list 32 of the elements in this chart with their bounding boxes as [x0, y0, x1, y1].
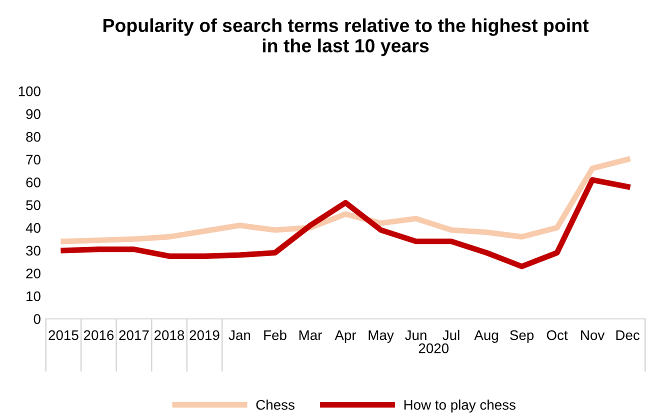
- x-tick-label: Dec: [616, 330, 640, 340]
- x-tick-label: May: [368, 330, 394, 343]
- x-tick-label: Feb: [264, 330, 286, 340]
- x-tick-label: 2019: [190, 330, 220, 340]
- x-tick-label: 2018: [154, 330, 184, 340]
- y-tick-label: 20: [26, 268, 40, 278]
- legend-label: Chess: [256, 400, 294, 410]
- y-tick-label: 50: [26, 200, 40, 210]
- x-tick-label: Apr: [334, 330, 356, 343]
- x-tick-label: 2015: [48, 330, 78, 340]
- chart-title: Popularity of search terms relative to the highest point in the last 10 years: [104, 18, 589, 56]
- x-tick-label: Mar: [299, 330, 322, 340]
- y-tick-label: 60: [26, 177, 40, 188]
- x-tick-label: Aug: [474, 330, 498, 343]
- x-tick-label: Oct: [546, 330, 568, 340]
- y-tick-label: 0: [34, 314, 40, 324]
- x-tick-label: 2017: [119, 330, 149, 340]
- x-tick-label: Jul: [442, 330, 460, 340]
- x-tick-label: Sep: [510, 330, 534, 343]
- y-tick-label: 10: [26, 291, 40, 302]
- y-tick-label: 80: [26, 132, 40, 142]
- y-tick-label: 100: [18, 86, 40, 96]
- text: 2020: [418, 343, 449, 354]
- x-tick-label: Jun: [405, 330, 426, 340]
- y-tick-label: 30: [26, 246, 40, 256]
- y-tick-label: 70: [26, 154, 40, 165]
- x-tick-label: 2016: [84, 330, 114, 340]
- y-tick-label: 90: [26, 109, 40, 120]
- x-tick-label: Jan: [228, 330, 250, 340]
- legend-label: How to play chess: [404, 400, 516, 413]
- y-tick-label: 40: [26, 223, 40, 233]
- x-tick-label: Nov: [581, 330, 605, 340]
